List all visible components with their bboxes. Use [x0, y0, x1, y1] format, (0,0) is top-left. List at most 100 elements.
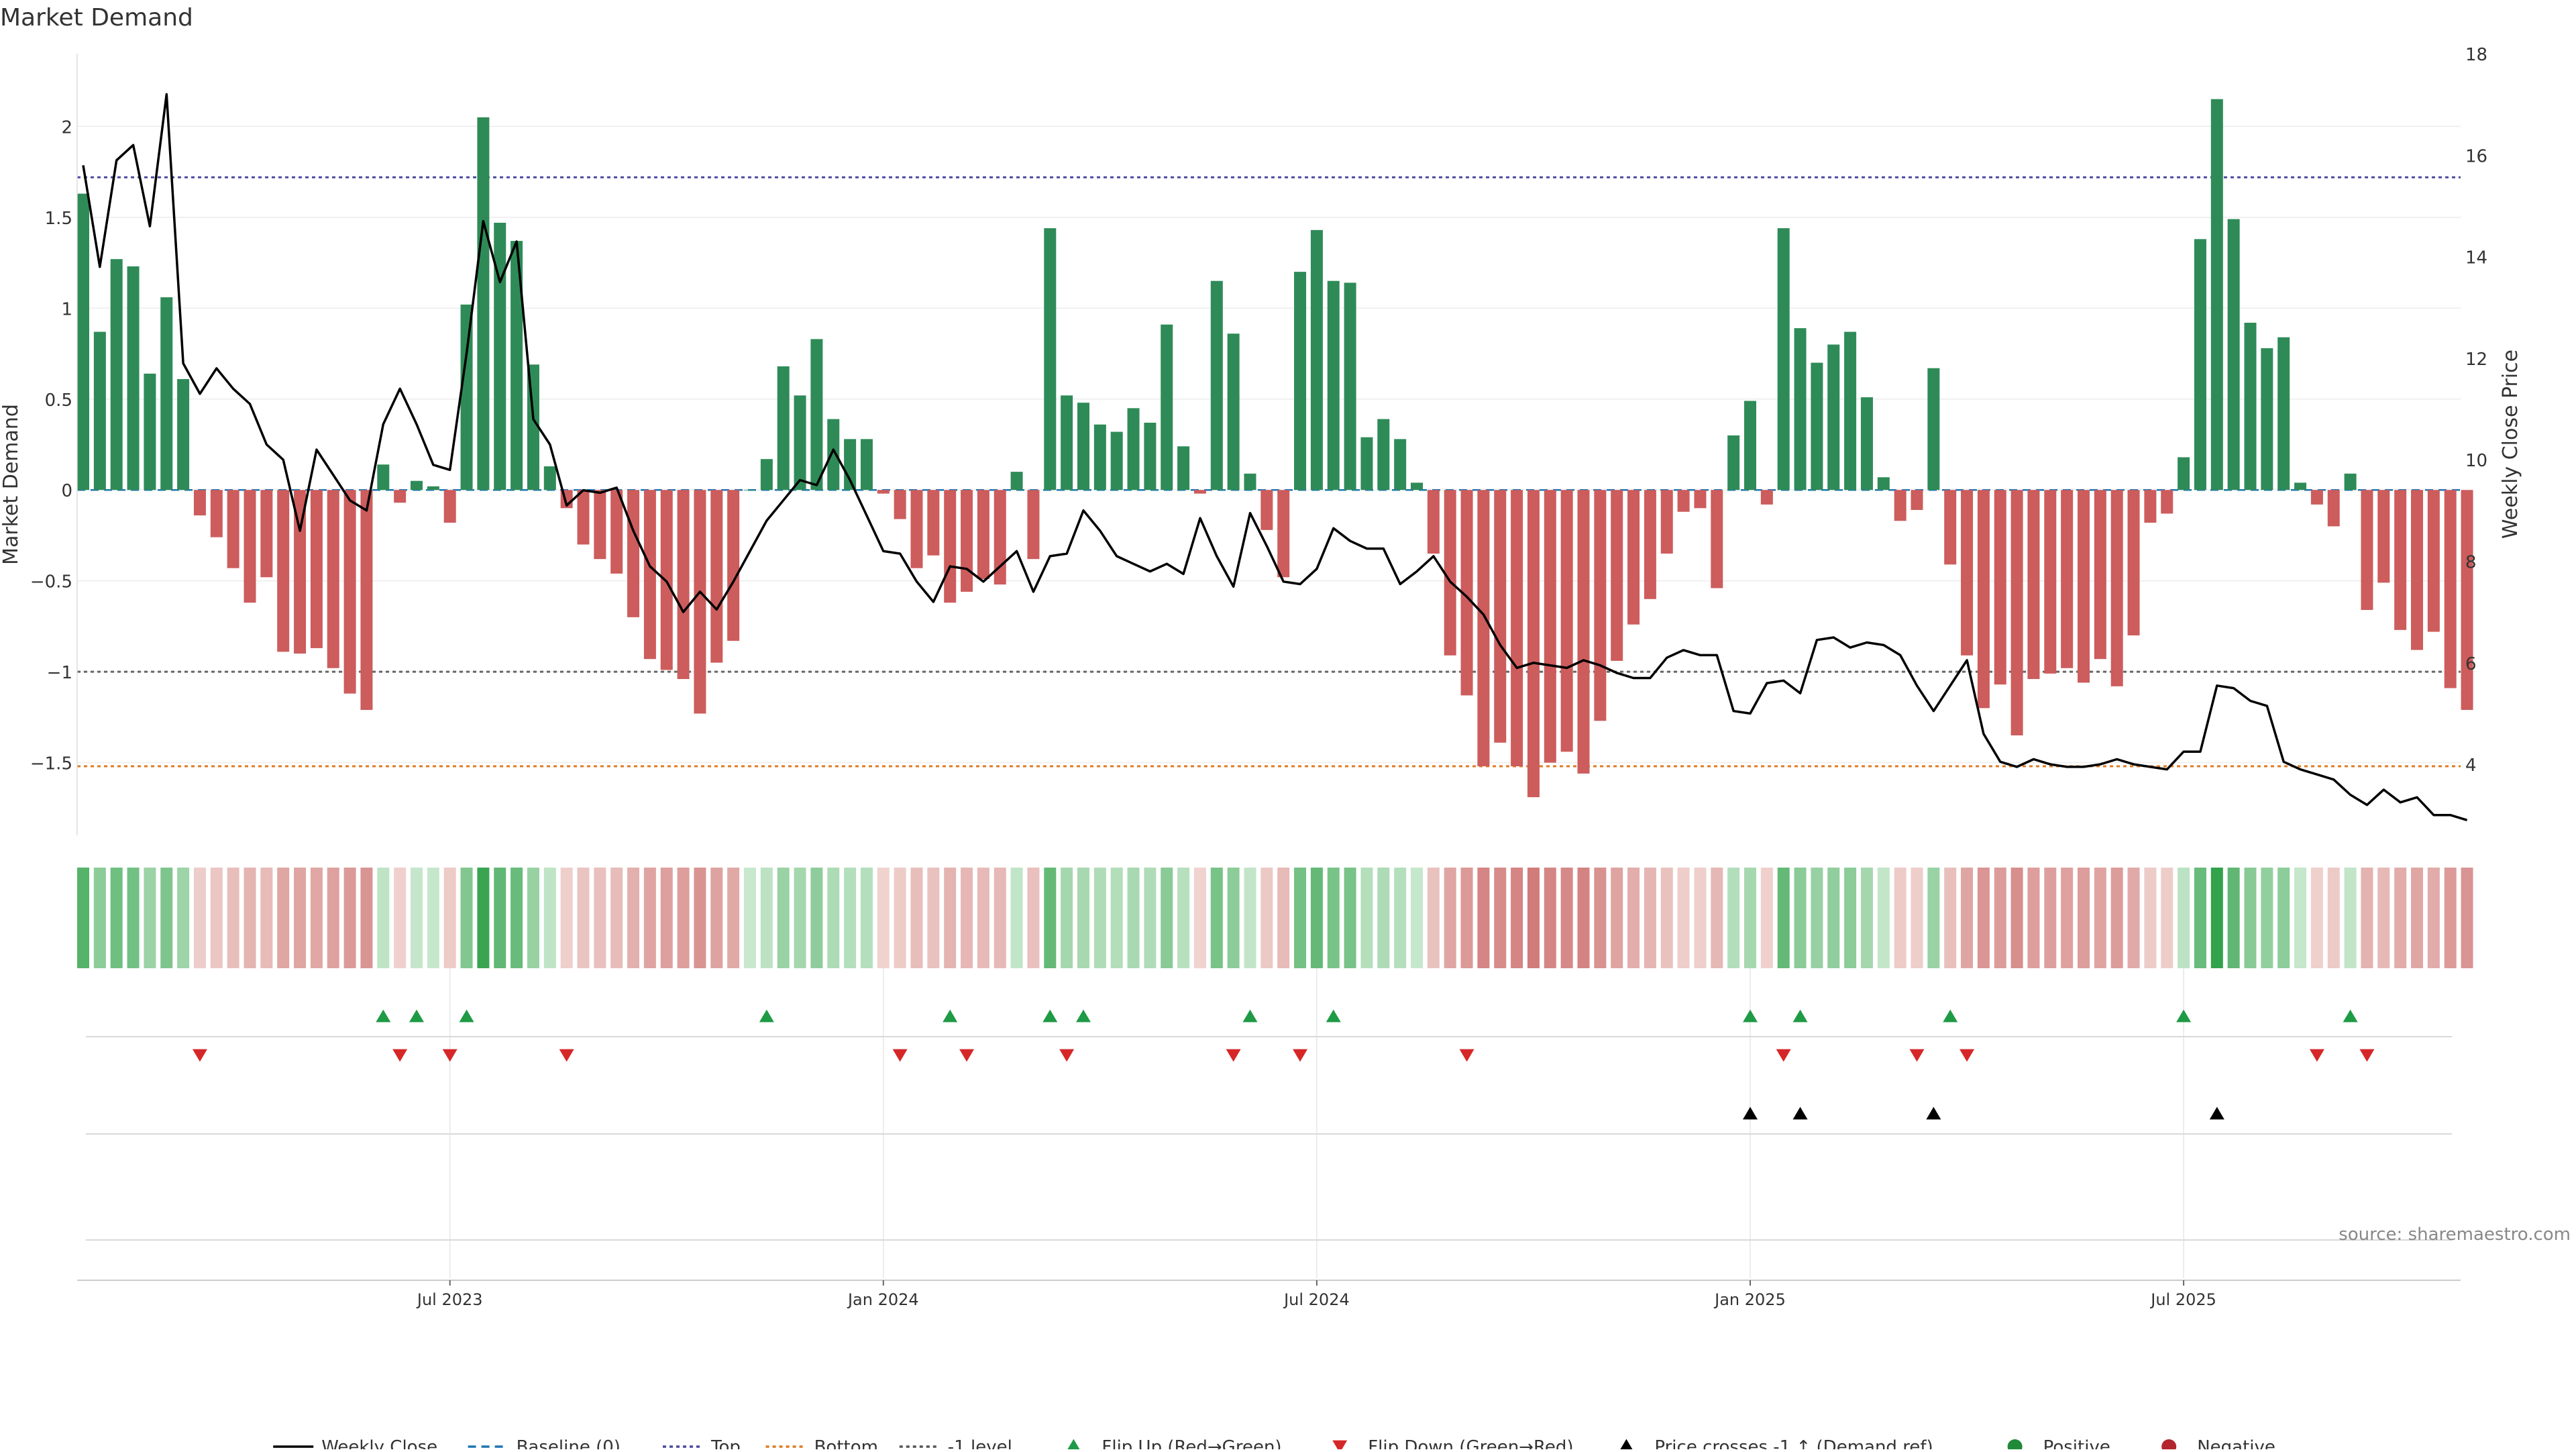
strip-cell: [2411, 868, 2423, 968]
demand-bar: [2078, 490, 2090, 683]
strip-cell: [694, 868, 706, 968]
strip-cell: [1277, 868, 1290, 968]
strip-cell: [227, 868, 239, 968]
strip-cell: [1844, 868, 1857, 968]
strip-cell: [744, 868, 756, 968]
strip-cell: [1310, 868, 1323, 968]
demand-bar: [93, 331, 106, 490]
x-axis-ticks: Jul 2023 Jan 2024 Jul 2024 Jan 2025 Jul 2025: [77, 1280, 2461, 1309]
demand-bar: [2144, 490, 2157, 523]
demand-bar: [2344, 473, 2357, 490]
strip-cell: [2010, 868, 2023, 968]
demand-bar: [1760, 490, 1773, 505]
strip-cell: [1911, 868, 1923, 968]
strip-cell: [977, 868, 989, 968]
strip-cell: [2277, 868, 2290, 968]
demand-bar: [994, 490, 1006, 585]
strip-cell: [1711, 868, 1723, 968]
strip-cell: [127, 868, 140, 968]
demand-bar: [1744, 401, 1756, 490]
demand-bar: [1177, 446, 1190, 490]
y2-tick-label: 6: [2465, 654, 2477, 674]
demand-bar: [1127, 408, 1140, 490]
demand-bar: [2194, 239, 2206, 490]
demand-bar: [1360, 437, 1373, 490]
demand-bar: [1010, 472, 1023, 490]
strip-cell: [1794, 868, 1807, 968]
flip-up-marker: [409, 1009, 424, 1023]
demand-bar: [1460, 490, 1473, 696]
flip-down-marker: [1293, 1049, 1308, 1062]
demand-bar: [2310, 490, 2323, 505]
demand-bar: [844, 439, 857, 490]
demand-bar: [244, 490, 256, 603]
y2-tick-label: 16: [2465, 146, 2487, 166]
demand-bar: [2444, 490, 2457, 688]
strip-cell: [2227, 868, 2240, 968]
demand-bar: [310, 490, 323, 648]
strip-cell: [2194, 868, 2206, 968]
strip-cell: [1644, 868, 1656, 968]
strip-cell: [210, 868, 223, 968]
demand-bar: [443, 490, 456, 523]
price-cross-marker: [2209, 1106, 2224, 1120]
strip-cell: [1210, 868, 1223, 968]
strip-cell: [910, 868, 923, 968]
strip-cell: [727, 868, 740, 968]
demand-bar: [1560, 490, 1573, 752]
strip-cell: [2161, 868, 2174, 968]
demand-bar: [2394, 490, 2407, 630]
demand-bar: [1327, 280, 1340, 490]
legend-label: Price crosses -1 ↑ (Demand ref): [1654, 1437, 1933, 1449]
y-axis-label: Market Demand: [0, 404, 23, 565]
demand-bar: [1594, 490, 1607, 721]
strip-cell: [2394, 868, 2407, 968]
strip-cell: [1511, 868, 1523, 968]
strip-cell: [794, 868, 806, 968]
strip-cell: [1594, 868, 1607, 968]
demand-bar: [1260, 490, 1273, 530]
demand-bar: [1894, 490, 1907, 521]
strip-cell: [1394, 868, 1407, 968]
demand-bar: [910, 490, 923, 568]
demand-bar: [477, 117, 490, 490]
demand-bar: [1110, 431, 1123, 490]
x-tick-label: Jan 2025: [1713, 1290, 1786, 1309]
demand-bar: [1927, 368, 1940, 490]
strip-cell: [1260, 868, 1273, 968]
strip-cell: [777, 868, 790, 968]
strip-cell: [244, 868, 256, 968]
legend-label: Bottom: [814, 1437, 878, 1449]
demand-bar: [944, 490, 957, 603]
strip-cell: [1860, 868, 1873, 968]
strip-cell: [1360, 868, 1373, 968]
flip-down-marker: [892, 1049, 908, 1062]
demand-bar: [1727, 435, 1740, 490]
flip-up-marker: [1042, 1009, 1058, 1023]
strip-cell: [1927, 868, 1940, 968]
demand-bar: [643, 490, 656, 660]
strip-cell: [1010, 868, 1023, 968]
strip-cell: [2377, 868, 2390, 968]
y-tick-label: 1.5: [45, 209, 72, 229]
flip-down-marker: [2359, 1049, 2375, 1062]
demand-bar: [1611, 490, 1623, 661]
demand-bar: [2110, 490, 2123, 686]
strip-cell: [1494, 868, 1507, 968]
demand-bar: [677, 490, 690, 679]
demand-bar: [1511, 490, 1523, 767]
demand-bar: [1193, 490, 1206, 494]
demand-bar: [343, 490, 356, 694]
y-tick-label: −0.5: [30, 572, 72, 592]
strip-cell: [1694, 868, 1707, 968]
strip-cell: [1377, 868, 1390, 968]
demand-bar: [2027, 490, 2040, 679]
demand-bar: [1294, 272, 1307, 490]
strip-cell: [627, 868, 640, 968]
strip-cell: [2444, 868, 2457, 968]
y2-tick-label: 10: [2465, 451, 2487, 471]
demand-bar: [1310, 229, 1323, 490]
demand-bar: [2427, 490, 2440, 632]
strip-cell: [1727, 868, 1740, 968]
legend-label: Flip Up (Red→Green): [1102, 1437, 1281, 1449]
